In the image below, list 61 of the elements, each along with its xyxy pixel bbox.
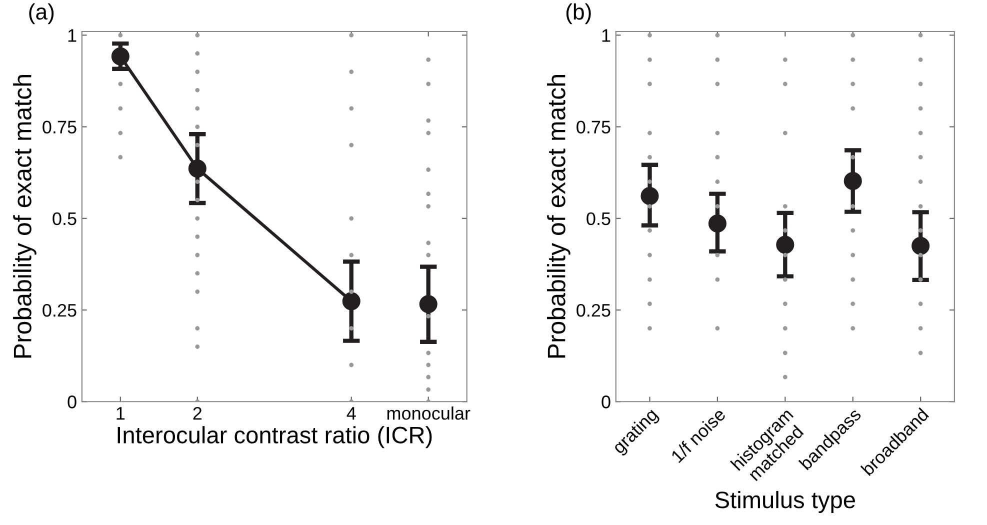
point	[195, 252, 200, 258]
point	[349, 289, 354, 294]
point	[349, 106, 354, 111]
point	[195, 180, 200, 184]
point	[349, 252, 354, 258]
y-tick-label: 0.75	[42, 120, 76, 134]
point	[426, 118, 431, 123]
point	[195, 88, 200, 92]
x-tick-label: 1	[116, 407, 125, 420]
point	[349, 362, 354, 368]
x-tick-label: 2	[193, 406, 202, 420]
point	[195, 142, 200, 148]
x-tick-label: monocular	[387, 406, 470, 420]
point	[195, 70, 200, 74]
text: (b)	[566, 3, 591, 24]
point	[195, 106, 200, 111]
y-tick-label: 1	[68, 29, 76, 42]
point	[195, 289, 200, 294]
point	[195, 198, 200, 202]
y-tick-label: 0.5	[586, 212, 610, 226]
point	[426, 192, 431, 196]
point	[118, 155, 123, 160]
y-tick-label: 0	[68, 396, 76, 408]
point	[426, 374, 431, 380]
point	[118, 106, 123, 111]
y-tick-label: 0.25	[42, 304, 76, 317]
text: (a)	[29, 3, 54, 24]
point	[349, 142, 354, 148]
point	[195, 234, 200, 239]
point	[426, 82, 431, 86]
point	[349, 326, 354, 331]
x-tick-label: 4	[346, 407, 356, 420]
y-tick-label: 0.25	[576, 304, 610, 317]
point	[195, 271, 200, 276]
point	[426, 58, 431, 62]
point	[426, 167, 431, 172]
point	[349, 70, 354, 74]
y-tick-label: 0.5	[52, 212, 76, 226]
point	[195, 51, 200, 56]
y-axis-title: Probability of exact match	[13, 75, 36, 358]
x-axis-title: Interocular contrast ratio (ICR)	[118, 426, 432, 448]
point	[195, 326, 200, 331]
point	[195, 216, 200, 221]
point	[426, 314, 431, 318]
y-axis-title: Probability of exact match	[547, 75, 570, 358]
y-tick-label: 0.75	[576, 120, 610, 134]
point	[349, 216, 354, 221]
point	[118, 130, 123, 136]
point	[426, 240, 431, 246]
point	[195, 124, 200, 129]
point	[426, 252, 431, 258]
point	[426, 387, 431, 392]
point	[426, 350, 431, 356]
point	[426, 204, 431, 208]
x-axis-title: Stimulus type	[715, 490, 855, 513]
point	[426, 362, 431, 368]
y-tick-label: 1	[602, 29, 610, 42]
point	[426, 130, 431, 136]
y-tick-label: 0	[602, 396, 610, 408]
point	[118, 82, 123, 86]
point	[195, 344, 200, 349]
